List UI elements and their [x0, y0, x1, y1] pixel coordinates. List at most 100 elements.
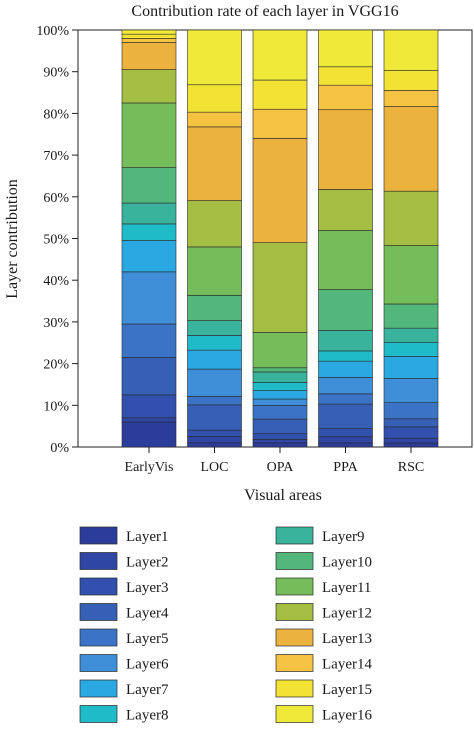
bar-segment-layer11-ppa — [318, 230, 373, 290]
legend-swatch-layer1 — [79, 526, 118, 545]
bar-segment-layer15-opa — [252, 79, 308, 110]
legend-swatch-layer11 — [275, 577, 314, 596]
bar-segment-layer7-rsc — [383, 356, 439, 379]
bar-segment-layer10-earlyvis — [121, 167, 177, 204]
bar-segment-layer13-earlyvis — [121, 42, 177, 70]
y-tick-label: 70% — [43, 149, 69, 164]
bar-segment-layer3-earlyvis — [121, 394, 177, 419]
legend-swatch-layer2 — [79, 552, 118, 570]
bar-segment-layer5-opa — [252, 404, 308, 420]
legend-swatch-layer13 — [275, 628, 314, 647]
bar-segment-layer14-opa — [252, 108, 308, 139]
bar-segment-layer16-rsc — [383, 29, 439, 71]
bar-segment-layer6-loc — [187, 368, 242, 397]
legend-label-layer11: Layer11 — [322, 580, 371, 596]
bar-segment-layer2-ppa — [318, 436, 373, 444]
bar-segment-layer14-ppa — [318, 84, 373, 111]
legend-swatch-layer12 — [275, 603, 314, 621]
chart-title: Contribution rate of each layer in VGG16 — [131, 3, 398, 20]
legend-swatch-layer3 — [79, 577, 118, 596]
y-tick-label: 80% — [43, 107, 69, 122]
bar-segment-layer9-opa — [252, 371, 308, 383]
y-tick-label: 50% — [43, 233, 69, 248]
y-tick-label: 10% — [43, 399, 69, 414]
bar-segment-layer8-loc — [187, 335, 242, 351]
bar-segment-layer13-loc — [187, 126, 242, 201]
legend-swatch-layer15 — [275, 679, 314, 698]
bar-segment-layer3-opa — [252, 433, 308, 440]
bar-segment-layer14-rsc — [383, 90, 439, 107]
y-tick-label: 90% — [43, 66, 69, 81]
legend-label-layer1: Layer1 — [126, 529, 168, 545]
bar-segment-layer11-rsc — [383, 245, 439, 305]
x-axis: EarlyVis LOC OPA PPA RSC — [125, 447, 424, 475]
bar-segment-layer15-earlyvis — [121, 33, 177, 39]
bar-segment-layer3-loc — [187, 429, 242, 437]
bar-segment-layer6-rsc — [383, 378, 439, 403]
bar-segment-layer6-opa — [252, 398, 308, 406]
legend-swatch-layer8 — [79, 705, 118, 723]
bar-segment-layer13-opa — [252, 138, 308, 243]
bar-segment-layer2-opa — [252, 439, 308, 444]
bar-segment-layer11-earlyvis — [121, 102, 177, 168]
bar-segment-layer7-earlyvis — [121, 240, 177, 273]
y-tick-label: 20% — [43, 358, 69, 373]
legend-label-layer7: Layer7 — [126, 682, 169, 698]
bar-segment-layer9-ppa — [318, 330, 373, 352]
bar-segment-layer8-rsc — [383, 341, 439, 357]
legend-label-layer2: Layer2 — [126, 555, 168, 571]
bar-segment-layer16-loc — [187, 29, 242, 86]
bar-segment-layer12-earlyvis — [121, 69, 177, 104]
bar-segment-layer8-opa — [252, 382, 308, 392]
legend-swatch-layer9 — [275, 526, 314, 545]
x-tick-label: PPA — [333, 460, 358, 475]
bar-segment-layer10-loc — [187, 295, 242, 321]
legend-label-layer16: Layer16 — [322, 708, 372, 724]
bar-segment-layer7-ppa — [318, 360, 373, 378]
bar-segment-layer1-opa — [252, 442, 308, 448]
legend-label-layer15: Layer15 — [322, 682, 372, 698]
bar-segment-layer15-loc — [187, 84, 242, 113]
bar-segment-layer12-opa — [252, 242, 308, 333]
bar-segment-layer13-ppa — [318, 109, 373, 190]
bar-segment-layer14-loc — [187, 111, 242, 128]
bar-segment-layer1-rsc — [383, 442, 439, 448]
bar-segment-layer9-loc — [187, 320, 242, 336]
legend-swatch-layer4 — [79, 603, 118, 621]
bar-segment-layer2-rsc — [383, 437, 439, 444]
bar-segment-layer4-opa — [252, 418, 308, 434]
legend-label-layer8: Layer8 — [126, 708, 168, 724]
bar-segment-layer16-ppa — [318, 29, 373, 68]
y-tick-label: 40% — [43, 274, 69, 289]
bar-segment-layer5-rsc — [383, 402, 439, 420]
bar-segment-layer5-loc — [187, 396, 242, 406]
x-axis-label: Visual areas — [244, 487, 322, 504]
legend-swatch-layer16 — [275, 705, 314, 723]
bar-segment-layer9-rsc — [383, 327, 439, 343]
bar-segment-layer12-rsc — [383, 190, 439, 246]
bar-segment-layer10-opa — [252, 367, 308, 373]
bar-segment-layer13-rsc — [383, 106, 439, 192]
bar-segment-layer7-opa — [252, 390, 308, 400]
legend-label-layer9: Layer9 — [322, 529, 364, 545]
legend-label-layer10: Layer10 — [322, 555, 372, 571]
legend: Layer1 Layer2 Layer3 Layer4 Layer5 Layer6 Laye… — [79, 526, 372, 724]
y-axis: 0% 10% 20% 30% 40% 50% 60% 70% 80% 90% 100% — [36, 24, 78, 456]
legend-label-layer12: Layer12 — [322, 606, 372, 622]
x-tick-label: RSC — [398, 460, 424, 475]
legend-swatch-layer14 — [275, 654, 314, 672]
bar-segment-layer11-opa — [252, 332, 308, 369]
x-tick-label: LOC — [201, 460, 229, 475]
bar-segment-layer7-loc — [187, 349, 242, 370]
legend-label-layer13: Layer13 — [322, 631, 372, 647]
legend-label-layer4: Layer4 — [126, 606, 169, 622]
bar-segment-layer3-rsc — [383, 426, 439, 439]
bar-segment-layer10-ppa — [318, 289, 373, 331]
bar-segment-layer16-opa — [252, 29, 308, 81]
y-tick-label: 100% — [36, 24, 69, 39]
bars-group — [121, 29, 439, 448]
legend-swatch-layer5 — [79, 628, 118, 647]
bar-segment-layer4-rsc — [383, 418, 439, 428]
